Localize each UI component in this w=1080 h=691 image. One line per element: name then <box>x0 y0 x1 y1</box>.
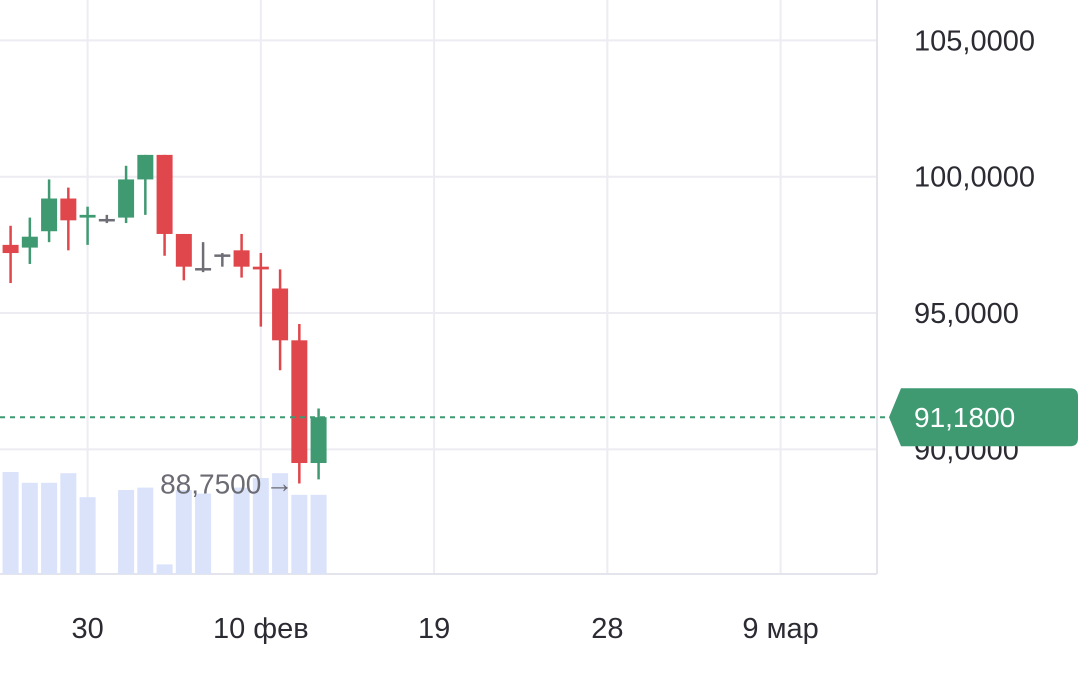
volume-bar <box>310 494 327 574</box>
candle-body <box>137 154 154 180</box>
candle-body <box>233 250 250 267</box>
volume-bar <box>175 490 192 574</box>
y-tick-label: 95,0000 <box>914 298 1019 330</box>
candle-body <box>41 198 58 232</box>
volume-bar <box>2 472 19 574</box>
x-tick-label: 30 <box>71 613 103 645</box>
candles <box>2 154 327 484</box>
volume-bar <box>21 482 38 574</box>
candle-body <box>252 266 269 270</box>
current-price-marker: 91,1800 <box>0 388 1078 447</box>
x-tick-label: 28 <box>591 613 623 645</box>
y-tick-label: 100,0000 <box>914 162 1035 194</box>
candle-body <box>156 154 173 234</box>
volume-bar <box>118 490 135 574</box>
volume-bar <box>60 473 77 574</box>
volume-bar <box>272 473 289 574</box>
candle-body <box>2 244 19 254</box>
candle-body <box>214 254 231 257</box>
volume-bar <box>233 487 250 574</box>
candle-body <box>118 179 135 218</box>
candle-body <box>175 233 192 267</box>
low-price-label: 88,7500 <box>160 468 261 499</box>
volume-bar <box>137 487 154 574</box>
x-tick-label: 9 мар <box>742 613 818 645</box>
volume-bar <box>252 478 269 574</box>
candle-body <box>98 218 115 222</box>
candle-body <box>60 198 77 221</box>
candle-body <box>272 288 289 341</box>
volume-bar <box>291 494 308 574</box>
volume-bar <box>195 493 212 574</box>
candle-body <box>310 417 327 464</box>
low-price-arrow: → <box>265 467 293 498</box>
volume-bar <box>79 497 96 574</box>
volume-bar <box>41 482 58 574</box>
candle-body <box>195 268 212 271</box>
x-tick-label: 10 фев <box>213 613 309 645</box>
volume-bar <box>156 564 173 574</box>
current-price-badge <box>889 388 1078 447</box>
volume-bars <box>2 472 327 574</box>
x-tick-label: 19 <box>418 613 450 645</box>
candle-body <box>79 214 96 218</box>
annotations: 88,7500 → <box>160 467 293 499</box>
y-tick-label: 105,0000 <box>914 25 1035 57</box>
grid <box>0 0 878 575</box>
candle-body <box>291 340 308 464</box>
current-price-label: 91,1800 <box>914 402 1015 433</box>
candle-body <box>21 236 38 248</box>
